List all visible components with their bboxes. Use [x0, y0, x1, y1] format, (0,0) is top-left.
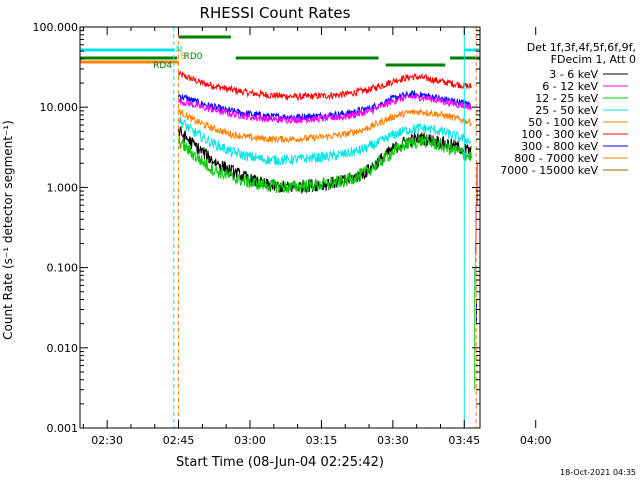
plot-clip-group [80, 27, 480, 428]
plot-area: SN RD4 RD0 [80, 27, 480, 428]
series-line-100-300-kev [178, 70, 472, 102]
series-line-6-12-kev [178, 93, 472, 125]
y-tick-label: 0.010 [47, 342, 79, 355]
legend-header: Det 1f,3f,4f,5f,6f,9f, [527, 41, 636, 54]
axes: 100.000 10.000 1.000 0.100 0.010 0.001 02:30 02… [33, 21, 552, 447]
x-tick-label: 03:00 [234, 434, 266, 447]
x-axis-label: Start Time (08-Jun-04 02:25:42) [176, 455, 384, 470]
decimation-state-label: RD4 [153, 61, 172, 71]
x-tick-label: 04:00 [520, 434, 552, 447]
legend-entry-label: 3 - 6 keV [549, 68, 598, 81]
series-line-50-100-kev [178, 108, 472, 144]
y-tick-label: 0.100 [47, 262, 79, 275]
saa-state-label: N [176, 45, 183, 55]
legend-entry-label: 6 - 12 keV [542, 80, 598, 93]
legend-entry-label: 800 - 7000 keV [514, 152, 598, 165]
legend-entry-label: 25 - 50 keV [535, 104, 598, 117]
chart-title: RHESSI Count Rates [200, 4, 351, 22]
legend-entry-label: 300 - 800 keV [521, 140, 598, 153]
legend-entry-label: 7000 - 15000 keV [500, 164, 598, 177]
y-tick-label: 100.000 [33, 21, 79, 34]
y-tick-label: 1.000 [47, 181, 79, 194]
x-tick-label: 03:45 [448, 434, 480, 447]
timestamp: 18-Oct-2021 04:35 [560, 468, 636, 477]
legend-entry-label: 50 - 100 keV [528, 116, 598, 129]
x-tick-label: 03:15 [306, 434, 338, 447]
y-tick-label: 10.000 [40, 101, 79, 114]
legend-entry-label: 12 - 25 keV [535, 92, 598, 105]
plot-frame [79, 26, 481, 429]
legend-header: FDecim 1, Att 0 [551, 53, 636, 66]
x-tick-label: 02:30 [91, 434, 123, 447]
decimation-state-label: RD0 [184, 52, 203, 62]
y-tick-label: 0.001 [47, 422, 79, 435]
y-axis-label: Count Rate (s⁻¹ detector segment⁻¹) [1, 120, 15, 340]
x-tick-label: 02:45 [163, 434, 195, 447]
attenuator-state-label: S [181, 52, 187, 62]
legend-entry-label: 100 - 300 keV [521, 128, 598, 141]
x-tick-label: 03:30 [377, 434, 409, 447]
series-line-25-50-kev [178, 116, 472, 167]
legend: Det 1f,3f,4f,5f,6f,9f,FDecim 1, Att 0 3 -… [500, 41, 636, 177]
series-line-12-25-kev [178, 134, 472, 193]
